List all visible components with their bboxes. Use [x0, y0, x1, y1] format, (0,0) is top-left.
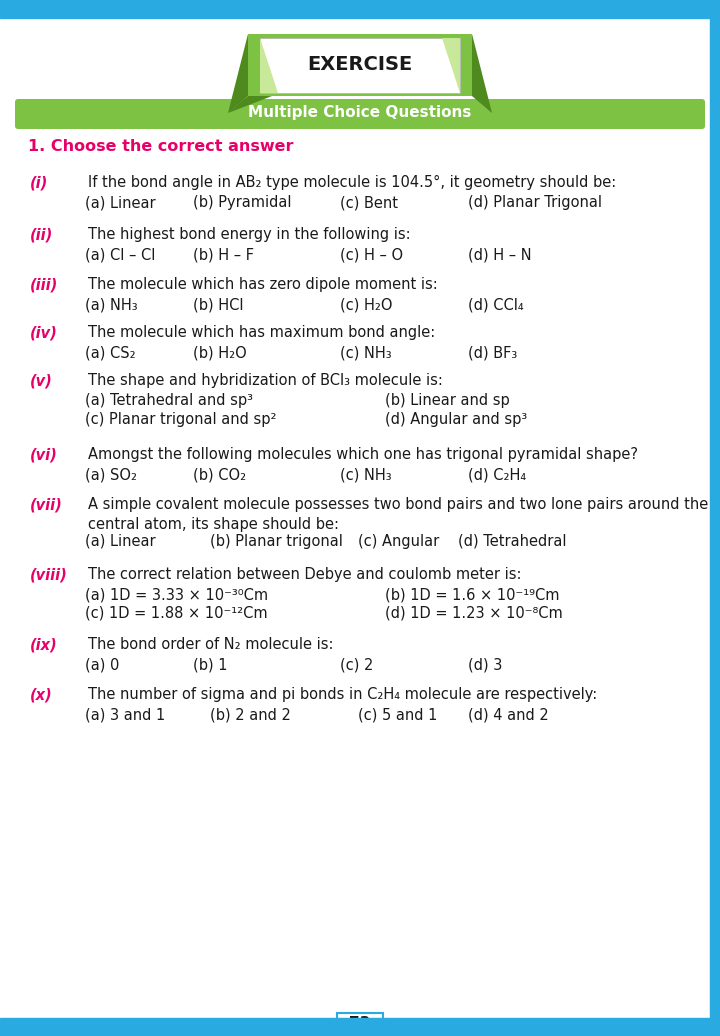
FancyBboxPatch shape — [15, 99, 705, 130]
Bar — [710, 18, 720, 1018]
Text: (c) NH₃: (c) NH₃ — [340, 345, 392, 359]
Text: The molecule which has zero dipole moment is:: The molecule which has zero dipole momen… — [88, 277, 438, 292]
Polygon shape — [442, 38, 460, 93]
Text: (c) Angular: (c) Angular — [358, 534, 439, 549]
Text: Multiple Choice Questions: Multiple Choice Questions — [248, 106, 472, 120]
Polygon shape — [260, 38, 278, 93]
Text: (b) Linear and sp: (b) Linear and sp — [385, 393, 510, 408]
Text: (c) Planar trigonal and sp²: (c) Planar trigonal and sp² — [85, 412, 276, 427]
Text: (d) Planar Trigonal: (d) Planar Trigonal — [468, 195, 602, 210]
Text: (vi): (vi) — [30, 447, 58, 462]
Polygon shape — [228, 34, 248, 113]
Text: (b) 1D = 1.6 × 10⁻¹⁹Cm: (b) 1D = 1.6 × 10⁻¹⁹Cm — [385, 587, 559, 602]
Text: (a) 3 and 1: (a) 3 and 1 — [85, 707, 166, 722]
Text: (d) 4 and 2: (d) 4 and 2 — [468, 707, 549, 722]
Text: (c) NH₃: (c) NH₃ — [340, 467, 392, 482]
Text: (d) H – N: (d) H – N — [468, 247, 531, 262]
Text: (c) 1D = 1.88 × 10⁻¹²Cm: (c) 1D = 1.88 × 10⁻¹²Cm — [85, 606, 268, 621]
Polygon shape — [248, 34, 472, 96]
Text: EXERCISE: EXERCISE — [307, 56, 413, 75]
Text: (b) Planar trigonal: (b) Planar trigonal — [210, 534, 343, 549]
Text: (b) 1: (b) 1 — [193, 657, 228, 672]
Text: If the bond angle in AB₂ type molecule is 104.5°, it geometry should be:: If the bond angle in AB₂ type molecule i… — [88, 175, 616, 190]
Text: (ix): (ix) — [30, 637, 58, 652]
Text: The highest bond energy in the following is:: The highest bond energy in the following… — [88, 227, 410, 242]
Text: (d) CCl₄: (d) CCl₄ — [468, 297, 523, 312]
Text: (a) Cl – Cl: (a) Cl – Cl — [85, 247, 156, 262]
Text: (c) H₂O: (c) H₂O — [340, 297, 392, 312]
Text: The molecule which has maximum bond angle:: The molecule which has maximum bond angl… — [88, 325, 436, 340]
Text: (d) 1D = 1.23 × 10⁻⁸Cm: (d) 1D = 1.23 × 10⁻⁸Cm — [385, 606, 563, 621]
Text: (b) Pyramidal: (b) Pyramidal — [193, 195, 292, 210]
Text: (i): (i) — [30, 175, 48, 190]
Text: (iv): (iv) — [30, 325, 58, 340]
Text: (a) 1D = 3.33 × 10⁻³⁰Cm: (a) 1D = 3.33 × 10⁻³⁰Cm — [85, 587, 268, 602]
Text: 73: 73 — [349, 1016, 371, 1032]
Text: (b) 2 and 2: (b) 2 and 2 — [210, 707, 291, 722]
Text: (d) Tetrahedral: (d) Tetrahedral — [458, 534, 567, 549]
Text: (x): (x) — [30, 687, 53, 702]
Text: A simple covalent molecule possesses two bond pairs and two lone pairs around th: A simple covalent molecule possesses two… — [88, 497, 708, 531]
Text: (b) H – F: (b) H – F — [193, 247, 254, 262]
Text: (a) SO₂: (a) SO₂ — [85, 467, 137, 482]
FancyBboxPatch shape — [260, 38, 460, 93]
Text: (d) C₂H₄: (d) C₂H₄ — [468, 467, 526, 482]
Text: (d) 3: (d) 3 — [468, 657, 503, 672]
Text: (a) Tetrahedral and sp³: (a) Tetrahedral and sp³ — [85, 393, 253, 408]
Text: (b) H₂O: (b) H₂O — [193, 345, 247, 359]
Text: (c) 5 and 1: (c) 5 and 1 — [358, 707, 437, 722]
Text: (c) Bent: (c) Bent — [340, 195, 398, 210]
Text: (ii): (ii) — [30, 227, 53, 242]
Text: The bond order of N₂ molecule is:: The bond order of N₂ molecule is: — [88, 637, 333, 652]
FancyBboxPatch shape — [337, 1013, 383, 1034]
Text: (c) 2: (c) 2 — [340, 657, 374, 672]
Text: (a) Linear: (a) Linear — [85, 534, 156, 549]
Text: The number of sigma and pi bonds in C₂H₄ molecule are respectively:: The number of sigma and pi bonds in C₂H₄… — [88, 687, 598, 702]
Text: (vii): (vii) — [30, 497, 63, 512]
Bar — [0, 0, 720, 18]
Text: (c) H – O: (c) H – O — [340, 247, 403, 262]
Text: (a) Linear: (a) Linear — [85, 195, 156, 210]
Text: (iii): (iii) — [30, 277, 58, 292]
Text: (d) Angular and sp³: (d) Angular and sp³ — [385, 412, 527, 427]
Text: (a) NH₃: (a) NH₃ — [85, 297, 138, 312]
Text: (viii): (viii) — [30, 567, 68, 582]
Text: Amongst the following molecules which one has trigonal pyramidal shape?: Amongst the following molecules which on… — [88, 447, 638, 462]
Text: (d) BF₃: (d) BF₃ — [468, 345, 517, 359]
Text: 1. Choose the correct answer: 1. Choose the correct answer — [28, 139, 294, 154]
Polygon shape — [472, 34, 492, 113]
Text: The shape and hybridization of BCl₃ molecule is:: The shape and hybridization of BCl₃ mole… — [88, 373, 443, 388]
Text: (a) 0: (a) 0 — [85, 657, 120, 672]
Text: (a) CS₂: (a) CS₂ — [85, 345, 135, 359]
Text: (b) CO₂: (b) CO₂ — [193, 467, 246, 482]
Text: (b) HCl: (b) HCl — [193, 297, 243, 312]
Text: (v): (v) — [30, 373, 53, 388]
Bar — [0, 1018, 720, 1036]
Text: The correct relation between Debye and coulomb meter is:: The correct relation between Debye and c… — [88, 567, 521, 582]
Polygon shape — [228, 96, 272, 113]
